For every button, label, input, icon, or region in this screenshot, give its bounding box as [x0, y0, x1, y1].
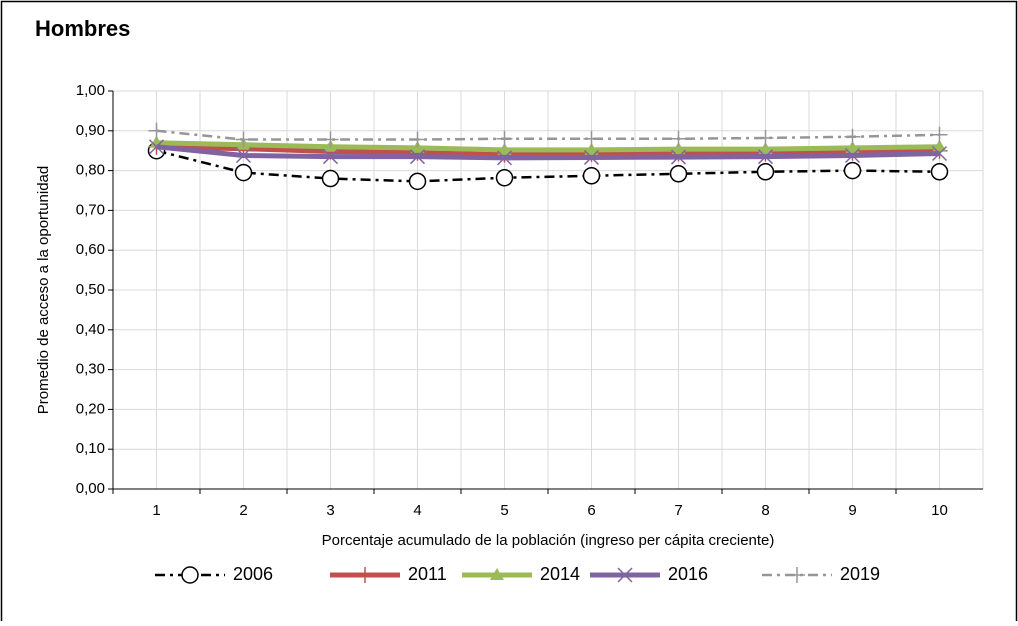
x-tick-label: 10 [931, 502, 948, 519]
y-tick-label: 0,60 [76, 241, 105, 258]
point [669, 165, 688, 183]
y-tick-label: 1,00 [76, 82, 105, 99]
point [148, 122, 165, 139]
point [496, 150, 513, 166]
point [235, 147, 252, 164]
point [757, 129, 774, 146]
x-tick-label: 8 [761, 502, 769, 519]
point [409, 131, 426, 148]
point [235, 131, 252, 148]
series-line [156, 129, 940, 141]
x-tick-label: 9 [848, 502, 856, 519]
y-tick-label: 0,10 [76, 440, 105, 457]
point [583, 130, 600, 147]
y-tick-label: 0,50 [76, 281, 105, 298]
point [148, 139, 165, 155]
point [322, 149, 339, 165]
y-tick-label: 0,80 [76, 162, 105, 179]
point [845, 140, 860, 153]
series-line [156, 144, 940, 161]
legend-marker [490, 568, 504, 580]
point [409, 149, 426, 165]
legend-label: 2014 [540, 564, 580, 584]
y-tick-label: 0,30 [76, 361, 105, 378]
legend-label: 2016 [668, 564, 708, 584]
y-axis-label: Promedio de acceso a la oportunidad [35, 166, 52, 415]
point [670, 149, 687, 165]
legend-marker [357, 567, 373, 583]
point [844, 147, 861, 164]
point [321, 169, 340, 188]
legend-marker [181, 566, 199, 584]
point [931, 126, 948, 143]
point [583, 149, 600, 165]
x-tick-label: 1 [152, 502, 160, 519]
point [670, 130, 687, 147]
legend-label: 2006 [233, 564, 273, 584]
point [671, 142, 686, 155]
legend-label: 2011 [408, 564, 447, 584]
point [582, 167, 601, 185]
series-line [156, 144, 940, 158]
point [932, 139, 947, 152]
legend-label: 2019 [840, 564, 880, 584]
y-tick-label: 0,70 [76, 201, 105, 218]
x-tick-label: 7 [674, 502, 682, 519]
point [495, 169, 514, 187]
legend-marker [617, 567, 633, 583]
y-tick-label: 0,20 [76, 400, 105, 417]
point [758, 142, 773, 155]
x-axis-label: Porcentaje acumulado de la población (in… [322, 532, 775, 549]
x-tick-label: 4 [413, 502, 421, 519]
y-tick-label: 0,00 [76, 480, 105, 497]
point [930, 163, 949, 181]
point [234, 163, 253, 182]
x-tick-label: 2 [239, 502, 247, 519]
point [322, 131, 339, 148]
x-tick-label: 3 [326, 502, 334, 519]
point [757, 149, 774, 165]
point [843, 161, 862, 180]
point [756, 163, 775, 181]
point [408, 172, 427, 191]
point [496, 130, 513, 147]
chart-title: Hombres [35, 16, 130, 41]
point [844, 128, 861, 145]
point [497, 142, 512, 155]
legend-marker [789, 567, 805, 583]
series-line [156, 140, 940, 153]
series-line [156, 149, 940, 183]
x-tick-label: 6 [587, 502, 595, 519]
point [584, 142, 599, 155]
y-tick-label: 0,90 [76, 122, 105, 139]
y-tick-label: 0,40 [76, 321, 105, 338]
x-tick-label: 5 [500, 502, 508, 519]
point [931, 145, 948, 162]
